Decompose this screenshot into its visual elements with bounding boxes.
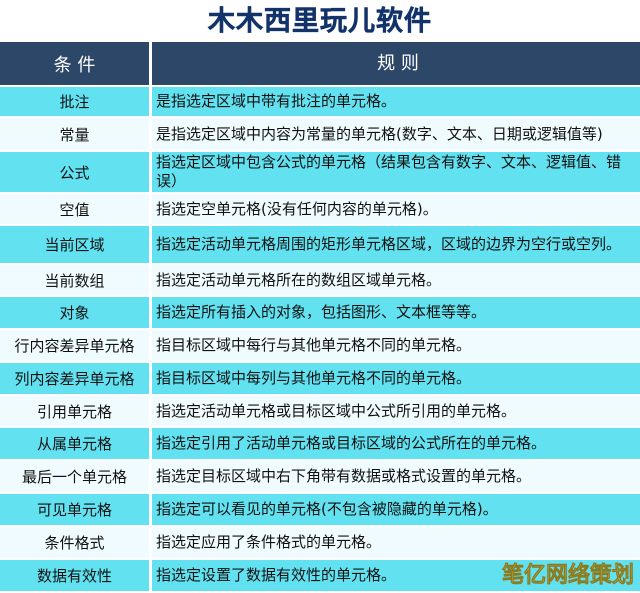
table-row: 当前数组 指选定活动单元格所在的数组区域单元格。 <box>0 265 640 297</box>
watermark: 笔亿网络策划 <box>501 563 635 589</box>
condition-cell: 批注 <box>0 87 152 116</box>
table-row: 行内容差异单元格 指目标区域中每行与其他单元格不同的单元格。 <box>0 330 640 363</box>
title: 木木西里玩儿软件 <box>208 6 432 38</box>
header-cell: 规 则 <box>152 42 640 85</box>
table-row: 批注 是指选定区域中带有批注的单元格。 <box>0 87 640 118</box>
condition-cell: 列内容差异单元格 <box>0 363 152 394</box>
rule-cell: 指选定所有插入的对象，包括图形、文本框等等。 <box>152 297 640 328</box>
rule-cell: 指选定活动单元格周围的矩形单元格区域，区域的边界为空行或空列。 <box>152 226 640 263</box>
rule-cell: 指选定活动单元格所在的数组区域单元格。 <box>152 265 640 295</box>
table-row: 引用单元格 指选定活动单元格或目标区域中公式所引用的单元格。 <box>0 396 640 428</box>
condition-cell: 引用单元格 <box>0 396 152 426</box>
table-row: 当前区域 指选定活动单元格周围的矩形单元格区域，区域的边界为空行或空列。 <box>0 226 640 265</box>
table-row: 公式 指选定区域中包含公式的单元格（结果包含有数字、文本、逻辑值、错误） <box>0 152 640 194</box>
table-row: 数据有效性 指选定设置了数据有效性的单元格。 <box>0 560 640 593</box>
table-row: 空值 指选定空单元格(没有任何内容的单元格)。 <box>0 194 640 226</box>
condition-cell: 对象 <box>0 297 152 328</box>
header-row: 条 件规 则 <box>0 42 640 87</box>
table-row: 可见单元格 指选定可以看见的单元格(不包含被隐藏的单元格)。 <box>0 494 640 527</box>
condition-cell: 当前区域 <box>0 226 152 263</box>
rule-cell: 指选定设置了数据有效性的单元格。 <box>152 560 640 591</box>
rule-cell: 是指选定区域中内容为常量的单元格(数字、文本、日期或逻辑值等) <box>152 118 640 150</box>
table-row: 列内容差异单元格 指目标区域中每列与其他单元格不同的单元格。 <box>0 363 640 396</box>
condition-cell: 从属单元格 <box>0 428 152 459</box>
table-row: 条件格式 指选定应用了条件格式的单元格。 <box>0 527 640 560</box>
table-row: 常量 是指选定区域中内容为常量的单元格(数字、文本、日期或逻辑值等) <box>0 118 640 152</box>
condition-cell: 行内容差异单元格 <box>0 330 152 361</box>
condition-cell: 当前数组 <box>0 265 152 295</box>
table-row: 对象 指选定所有插入的对象，包括图形、文本框等等。 <box>0 297 640 330</box>
rule-cell: 指目标区域中每列与其他单元格不同的单元格。 <box>152 363 640 394</box>
condition-cell: 数据有效性 <box>0 560 152 591</box>
table: 条 件规 则批注 是指选定区域中带有批注的单元格。 常量 是指选定区域中内容为常量的单… <box>0 42 640 593</box>
rule-cell: 是指选定区域中带有批注的单元格。 <box>152 87 640 116</box>
condition-cell: 可见单元格 <box>0 494 152 525</box>
rule-cell: 指选定引用了活动单元格或目标区域的公式所在的单元格。 <box>152 428 640 459</box>
rule-cell: 指选定目标区域中右下角带有数据或格式设置的单元格。 <box>152 461 640 492</box>
condition-cell: 常量 <box>0 118 152 150</box>
rule-cell: 指选定应用了条件格式的单元格。 <box>152 527 640 558</box>
condition-cell: 公式 <box>0 152 152 192</box>
rule-cell: 指选定空单元格(没有任何内容的单元格)。 <box>152 194 640 224</box>
condition-cell: 条件格式 <box>0 527 152 558</box>
rule-cell: 指选定区域中包含公式的单元格（结果包含有数字、文本、逻辑值、错误） <box>152 152 640 192</box>
condition-cell: 最后一个单元格 <box>0 461 152 492</box>
rule-cell: 指选定可以看见的单元格(不包含被隐藏的单元格)。 <box>152 494 640 525</box>
rule-cell: 指选定活动单元格或目标区域中公式所引用的单元格。 <box>152 396 640 426</box>
table-row: 从属单元格 指选定引用了活动单元格或目标区域的公式所在的单元格。 <box>0 428 640 461</box>
header-cell: 条 件 <box>0 42 152 85</box>
table-row: 最后一个单元格 指选定目标区域中右下角带有数据或格式设置的单元格。 <box>0 461 640 494</box>
condition-cell: 空值 <box>0 194 152 224</box>
rule-cell: 指目标区域中每行与其他单元格不同的单元格。 <box>152 330 640 361</box>
